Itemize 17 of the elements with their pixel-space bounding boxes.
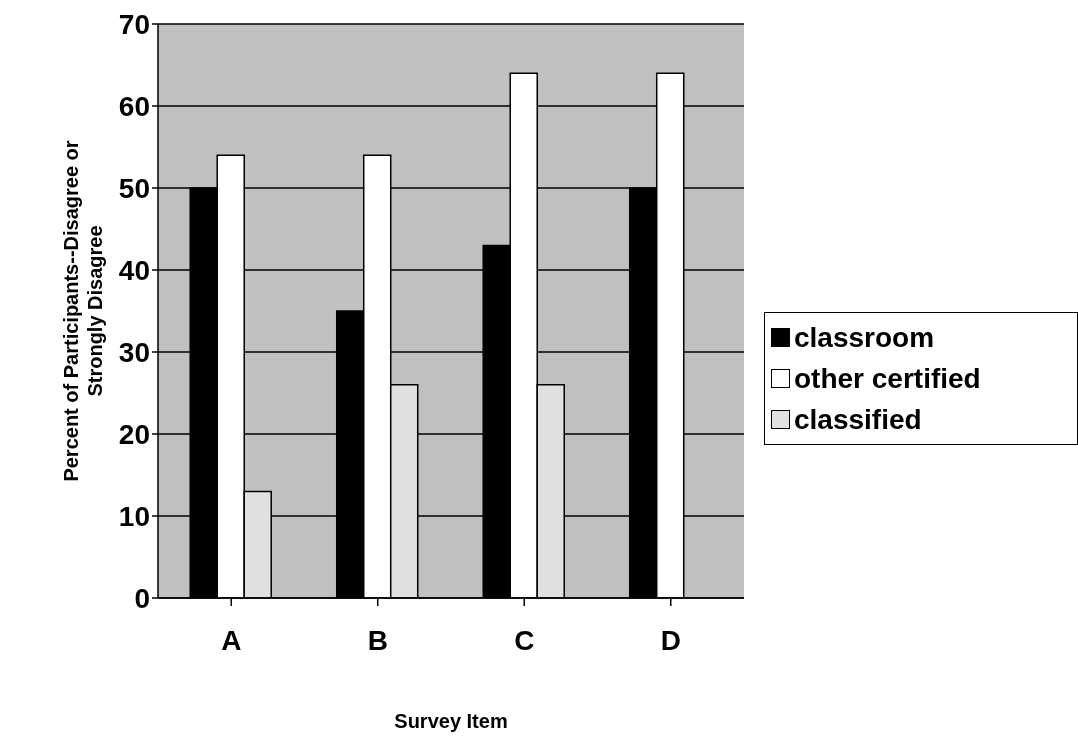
x-tick-label: B [367,624,388,656]
legend-label: other certified [794,361,981,396]
x-tick-label: A [221,624,242,656]
y-axis-title: Percent of Participants--Disagree or Strongly Disagree [60,140,106,482]
x-tick-label: C [514,624,535,656]
y-tick-label: 20 [118,418,150,450]
y-tick-label: 40 [118,254,150,286]
y-tick-label: 70 [118,8,150,40]
legend-label: classroom [794,320,935,355]
y-tick-label: 60 [118,90,150,122]
legend-label: classified [794,402,922,437]
y-tick-label: 30 [118,336,150,368]
x-tick-label: D [660,624,681,656]
x-axis-title: Survey Item [394,710,508,732]
y-tick-label: 10 [118,500,150,532]
y-tick-label: 50 [118,172,150,204]
y-tick-label: 0 [134,582,150,614]
